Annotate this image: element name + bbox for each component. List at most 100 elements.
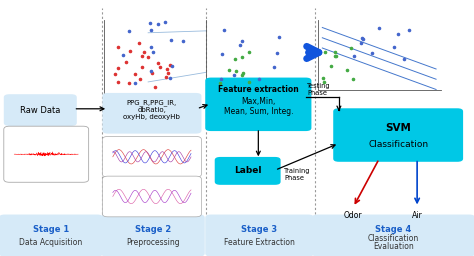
Point xyxy=(163,67,171,71)
Point xyxy=(147,28,155,32)
Point xyxy=(231,57,239,61)
Point xyxy=(350,77,357,81)
Point xyxy=(368,51,375,55)
Point xyxy=(225,68,233,72)
Point xyxy=(138,54,146,58)
Point xyxy=(155,61,162,65)
Point xyxy=(238,73,246,77)
Text: Evaluation: Evaluation xyxy=(373,242,414,251)
Point xyxy=(166,76,173,80)
Text: Feature extraction: Feature extraction xyxy=(218,85,299,94)
Point xyxy=(358,36,366,40)
Point xyxy=(144,55,152,59)
Point xyxy=(320,80,328,84)
Point xyxy=(270,65,278,69)
Point xyxy=(150,50,157,54)
Text: Stage 1: Stage 1 xyxy=(33,225,69,233)
Point xyxy=(114,79,122,83)
Point xyxy=(390,45,398,49)
Point xyxy=(376,26,383,30)
Point xyxy=(147,45,155,49)
Point xyxy=(138,65,146,69)
Point xyxy=(230,73,237,78)
FancyBboxPatch shape xyxy=(102,176,201,217)
Point xyxy=(238,55,246,59)
Point xyxy=(240,71,247,75)
Point xyxy=(164,71,172,76)
Text: Training
Phase: Training Phase xyxy=(284,168,311,181)
Point xyxy=(156,65,164,69)
Point xyxy=(219,52,226,57)
Point xyxy=(122,60,130,64)
Point xyxy=(405,28,412,33)
Point xyxy=(245,80,253,84)
Point xyxy=(331,49,338,54)
Point xyxy=(319,76,327,80)
Point xyxy=(111,72,119,77)
Text: dbRatio,: dbRatio, xyxy=(137,107,166,113)
Point xyxy=(273,51,281,55)
Text: Odor: Odor xyxy=(344,210,363,220)
Text: Stage 4: Stage 4 xyxy=(375,225,411,233)
Point xyxy=(321,50,328,54)
FancyBboxPatch shape xyxy=(205,78,311,131)
Point xyxy=(162,75,169,79)
Point xyxy=(357,41,365,45)
FancyBboxPatch shape xyxy=(101,215,205,256)
Point xyxy=(236,43,244,47)
Point xyxy=(119,53,127,57)
Point xyxy=(147,69,155,73)
Point xyxy=(275,35,283,39)
FancyBboxPatch shape xyxy=(215,157,281,185)
FancyBboxPatch shape xyxy=(205,215,314,256)
FancyBboxPatch shape xyxy=(4,126,89,182)
Text: Label: Label xyxy=(234,166,262,175)
Point xyxy=(114,45,121,49)
Point xyxy=(132,72,139,76)
FancyBboxPatch shape xyxy=(333,108,463,162)
Point xyxy=(394,32,401,36)
Point xyxy=(114,66,122,70)
Point xyxy=(332,54,339,58)
Point xyxy=(166,63,173,67)
Text: Feature Extraction: Feature Extraction xyxy=(224,238,295,247)
Point xyxy=(136,77,143,81)
Point xyxy=(168,64,176,68)
Text: Max,Min,: Max,Min, xyxy=(241,97,275,105)
Point xyxy=(344,68,351,72)
Point xyxy=(141,50,148,54)
Point xyxy=(350,54,357,58)
Text: Mean, Sum, Integ.: Mean, Sum, Integ. xyxy=(224,107,293,116)
Text: Classification: Classification xyxy=(368,140,428,149)
Point xyxy=(232,69,240,73)
Point xyxy=(246,50,253,54)
Point xyxy=(217,77,225,81)
FancyBboxPatch shape xyxy=(4,94,77,126)
Text: Classification: Classification xyxy=(368,234,419,243)
Point xyxy=(179,39,187,43)
Point xyxy=(151,85,159,89)
Point xyxy=(126,28,133,33)
Point xyxy=(360,37,367,41)
Point xyxy=(328,63,335,68)
Point xyxy=(131,81,139,86)
Text: Data Acquisition: Data Acquisition xyxy=(19,238,82,247)
Point xyxy=(255,77,263,81)
Point xyxy=(127,49,134,53)
Text: PPG_R,PPG_IR,: PPG_R,PPG_IR, xyxy=(127,99,177,105)
FancyBboxPatch shape xyxy=(102,93,201,134)
Point xyxy=(125,81,133,85)
Point xyxy=(167,38,174,42)
Point xyxy=(217,81,224,85)
Point xyxy=(401,57,408,61)
Text: Preprocessing: Preprocessing xyxy=(126,238,180,247)
Point xyxy=(135,40,143,45)
FancyBboxPatch shape xyxy=(312,215,474,256)
Point xyxy=(238,39,246,43)
Point xyxy=(220,28,228,32)
FancyBboxPatch shape xyxy=(0,215,103,256)
Point xyxy=(146,21,154,25)
Text: Stage 2: Stage 2 xyxy=(135,225,171,233)
Text: oxyHb, deoxyHb: oxyHb, deoxyHb xyxy=(124,114,180,120)
Text: SVM: SVM xyxy=(385,123,411,133)
